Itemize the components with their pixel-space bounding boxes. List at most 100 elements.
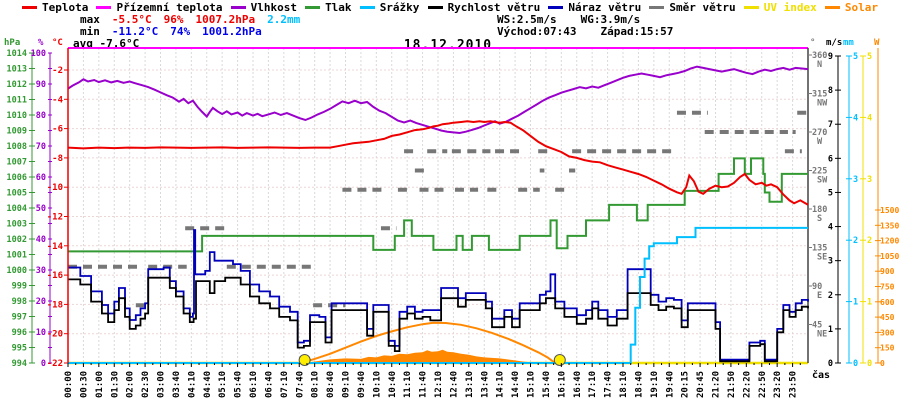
x-axis-time-label: 23:20 [773,371,783,398]
wind-direction-axis-label: 180 [812,205,827,215]
legend-item-rychlost-vetru: Rychlost větru [427,1,541,14]
uv-axis-label: 4 [867,113,872,123]
wind-axis-label: 9 [828,52,833,62]
x-axis-time-label: 07:10 [280,371,290,398]
wind-axis-label: 4 [828,223,833,233]
legend-label-naraz-vetru: Náraz větru [568,1,642,14]
x-axis-time-label: 15:10 [527,371,537,398]
legend-swatch-solar [824,6,840,9]
humidity-axis-unit: % [38,38,44,48]
rain-axis-label: 1 [853,298,858,308]
legend-swatch-tlak [305,6,321,9]
x-axis-time-label: 07:40 [295,371,305,398]
legend-label-srazky: Srážky [379,1,420,14]
temperature-axis-label: -10 [47,183,63,193]
x-axis-time-label: 14:10 [496,371,506,398]
stat-sun-1: Západ:15:57 [600,25,674,38]
stat-sun-0: Východ:07:43 [497,25,577,38]
stat-min-3: 1001.2hPa [202,25,262,38]
wind-direction-cardinal-label: W [817,137,823,147]
pressure-axis-label: 1009 [7,127,27,137]
x-axis-time-label: 09:10 [342,371,352,398]
x-axis-time-label: 20:15 [681,371,691,398]
wind-direction-axis-label: 45 [812,321,822,331]
rain-axis-label: 2 [853,236,858,246]
legend-label-vlhkost: Vlhkost [250,1,297,14]
solar-axis-label: 750 [880,283,895,292]
solar-axis-unit: W [874,38,880,48]
wind-direction-axis-label: 135 [812,244,827,254]
legend-swatch-vlhkost [230,6,246,9]
pressure-axis-label: 1011 [7,96,27,106]
x-axis-time-label: 10:10 [372,371,382,398]
series-pressure-line [68,157,808,253]
solar-axis-label: 600 [880,298,895,307]
temperature-axis-label: -18 [47,300,63,310]
legend-swatch-srazky [359,6,375,9]
series-wind-speed-line [68,276,809,363]
stats-wind-row: WS:2.5m/s WG:3.9m/s [497,14,697,26]
humidity-axis-label: 100 [31,49,46,59]
legend-label-tlak: Tlak [325,1,352,14]
humidity-axis-label: 50 [36,204,46,214]
wind-axis-unit: m/s [826,38,842,48]
pressure-axis-label: 1005 [7,189,27,199]
x-axis-time-label: 13:10 [465,371,475,398]
pressure-axis-label: 1007 [7,158,27,168]
x-axis-time-label: 03:40 [172,371,182,398]
rain-axis-unit: mm [843,38,854,48]
series-humidity-line [67,65,809,135]
temperature-axis-label: -20 [47,330,63,340]
stats-sunrise-sunset-row: Východ:07:43 Západ:15:57 [497,26,697,38]
wind-direction-cardinal-label: NE [817,330,827,340]
wind-direction-axis-label: 360 [812,51,827,61]
pressure-axis-label: 1008 [7,142,27,152]
x-axis-time-label: 03:00 [157,371,167,398]
rain-axis-label: 5 [853,52,858,62]
x-axis-time-label: 08:40 [326,371,336,398]
legend-item-solar: Solar [824,1,878,14]
humidity-axis-label: 10 [36,328,46,338]
x-axis-time-label: 17:10 [588,371,598,398]
series-solar-measured-area [303,349,543,363]
legend-item-uv-index: UV index [743,1,817,14]
stat-max-0: max [80,13,100,26]
stats-min-row: min -11.2°C 74% 1001.2hPa [80,26,312,38]
x-axis-time-label: 05:10 [218,371,228,398]
x-axis-time-label: 02:00 [126,371,136,398]
pressure-axis-label: 999 [12,282,27,292]
wind-axis-label: 2 [828,291,833,301]
pressure-axis-label: 1010 [7,111,27,121]
series-wind-gust-line [68,229,809,361]
pressure-axis-label: 1006 [7,173,27,183]
pressure-axis-label: 1003 [7,220,27,230]
wind-direction-axis-label: 315 [812,90,827,100]
wind-direction-axis-label: 90 [812,282,822,292]
stat-max-2: 96% [163,13,184,26]
legend-item-srazky: Srážky [359,1,420,14]
legend-swatch-smer-vetru [649,6,665,9]
rain-axis-label: 3 [853,175,858,185]
pressure-axis-label: 1014 [7,49,27,59]
x-axis-time-label: 04:10 [187,371,197,398]
legend: Teplota Přízemní teplota Vlhkost Tlak Srážky… [0,1,900,14]
temperature-axis-label: -6 [52,125,63,135]
wind-axis-label: 8 [828,86,833,96]
x-axis-time-label: 22:20 [742,371,752,398]
stat-min-1: -11.2°C [111,25,159,38]
solar-axis-label: 450 [880,313,895,322]
stat-wind-0: WS:2.5m/s [497,13,557,26]
wind-direction-axis-label: 225 [812,167,827,177]
pressure-axis-label: 1002 [7,235,27,245]
legend-item-smer-vetru: Směr větru [649,1,736,14]
legend-label-rychlost-vetru: Rychlost větru [447,1,541,14]
temperature-axis-label: -8 [52,154,63,164]
wind-axis-label: 7 [828,120,833,130]
wind-axis-label: 0 [828,359,833,369]
x-axis-time-label: 12:40 [449,371,459,398]
humidity-axis-label: 70 [36,142,46,152]
legend-swatch-rychlost-vetru [427,6,443,9]
legend-item-prizemni-teplota: Přízemní teplota [96,1,222,14]
